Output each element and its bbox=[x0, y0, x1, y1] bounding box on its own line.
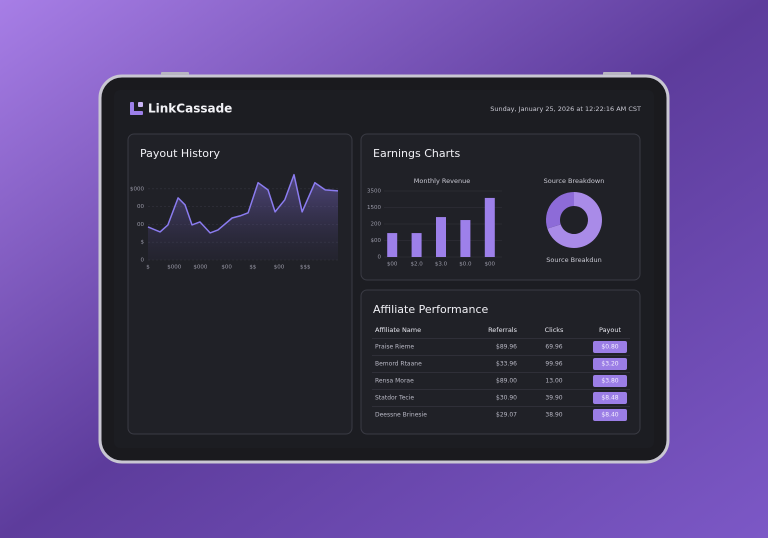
button bbox=[603, 72, 631, 75]
bar bbox=[484, 197, 495, 257]
x-tick-label: $000 bbox=[167, 265, 181, 271]
column-header: Clicks bbox=[545, 326, 564, 334]
table-cell: $89.96 bbox=[496, 344, 517, 351]
table-cell: 39.90 bbox=[545, 395, 562, 402]
y-tick-label: 1500 bbox=[367, 205, 381, 211]
table-cell: 13.00 bbox=[545, 378, 562, 385]
panel bbox=[127, 133, 353, 435]
table-cell: $89.00 bbox=[496, 378, 517, 385]
table-cell: 38.90 bbox=[545, 412, 562, 419]
chart-caption: Source Breakdun bbox=[546, 256, 602, 264]
y-tick-label: $000 bbox=[130, 186, 144, 192]
y-tick-label: $ bbox=[141, 240, 145, 246]
line bbox=[147, 173, 339, 234]
bar bbox=[387, 233, 398, 257]
column-header: Referrals bbox=[488, 326, 518, 334]
x-tick-label: $$$ bbox=[300, 265, 311, 271]
panel-title: Affiliate Performance bbox=[373, 303, 489, 316]
bar bbox=[460, 220, 471, 257]
logo bbox=[130, 102, 143, 115]
table-cell: 99.96 bbox=[545, 361, 562, 368]
payout-badge bbox=[593, 409, 627, 421]
bar bbox=[411, 233, 422, 257]
y-tick-label: 0 bbox=[141, 258, 145, 264]
button bbox=[161, 72, 189, 75]
table-cell: $0.80 bbox=[601, 344, 618, 351]
y-tick-label: 3500 bbox=[367, 189, 381, 195]
payout-badge bbox=[593, 341, 627, 353]
table-cell: $8.48 bbox=[601, 395, 618, 402]
y-tick-label: $00 bbox=[371, 238, 382, 244]
table-cell: $8.40 bbox=[601, 412, 618, 419]
donut-segment bbox=[546, 192, 574, 229]
table-cell: Statdor Tecie bbox=[375, 395, 414, 402]
y-tick-label: 200 bbox=[371, 222, 382, 228]
table-cell: $3.20 bbox=[601, 361, 618, 368]
table-cell: $33.96 bbox=[496, 361, 517, 368]
column-header: Affiliate Name bbox=[375, 326, 421, 334]
donut-segment bbox=[547, 192, 603, 249]
y-tick-label: 0 bbox=[378, 255, 382, 261]
x-tick-label: $$ bbox=[249, 265, 256, 271]
chart-title: Monthly Revenue bbox=[414, 177, 470, 185]
panel-title: Earnings Charts bbox=[373, 147, 460, 160]
table-cell: Deessne Brinesie bbox=[375, 412, 427, 419]
payout-badge bbox=[593, 358, 627, 370]
payout-badge bbox=[593, 375, 627, 387]
table-cell: $29.07 bbox=[496, 412, 517, 419]
x-tick-label: $00 bbox=[387, 262, 398, 268]
x-tick-label: $000 bbox=[193, 265, 207, 271]
brand: LinkCassade bbox=[148, 102, 232, 116]
x-tick-label: $00 bbox=[221, 265, 232, 271]
x-tick-label: $ bbox=[146, 265, 150, 271]
chart-title: Source Breakdown bbox=[544, 177, 605, 185]
payout-badge bbox=[593, 392, 627, 404]
table-cell: 69.96 bbox=[545, 344, 562, 351]
x-tick-label: $00 bbox=[485, 262, 496, 268]
y-tick-label: 00 bbox=[137, 204, 144, 210]
table-cell: Praise Rieme bbox=[375, 344, 414, 351]
column-header: Payout bbox=[599, 326, 622, 334]
x-tick-label: $2.0 bbox=[410, 262, 423, 268]
y-tick-label: 00 bbox=[137, 222, 144, 228]
x-tick-label: $3.0 bbox=[435, 262, 448, 268]
x-tick-label: $0.0 bbox=[459, 262, 472, 268]
bar bbox=[436, 217, 446, 257]
table-cell: Rensa Morae bbox=[375, 378, 414, 385]
table-cell: $30.90 bbox=[496, 395, 517, 402]
area-fill bbox=[148, 174, 338, 260]
table-cell: Bemord Rtaane bbox=[375, 361, 422, 368]
panel-title: Payout History bbox=[140, 147, 221, 160]
x-tick-label: $00 bbox=[274, 265, 285, 271]
table-cell: $3.80 bbox=[601, 378, 618, 385]
panel bbox=[360, 289, 641, 435]
datetime: Sunday, January 25, 2026 at 12:22:16 AM … bbox=[490, 105, 641, 113]
